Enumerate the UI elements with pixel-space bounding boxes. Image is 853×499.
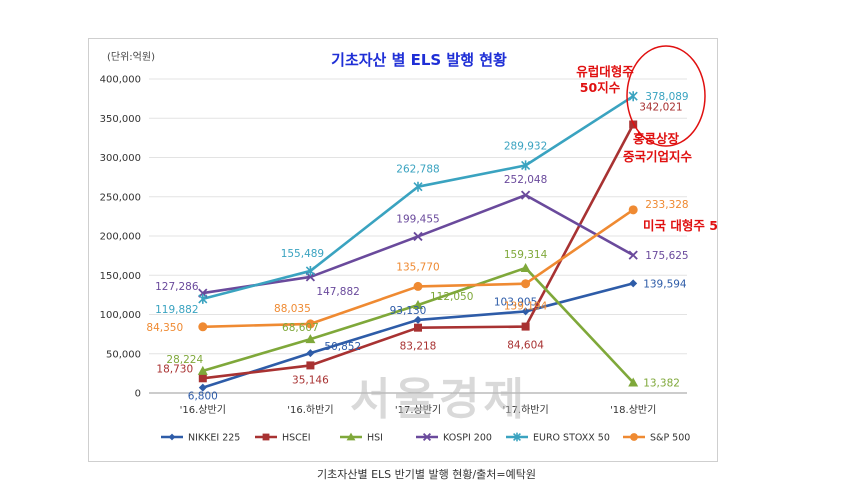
annotation-text: 중국기업지수 [623,149,693,164]
x-tick-label: '17.하반기 [502,403,548,416]
marker-star [513,432,521,442]
data-label: 139,194 [504,301,548,313]
y-tick-label: 200,000 [100,232,141,243]
y-tick-label: 100,000 [100,310,141,321]
data-label: 233,328 [645,199,688,211]
marker-circle [198,322,208,332]
marker-triangle [628,377,639,387]
marker-diamond [521,307,530,316]
marker-star [198,293,208,304]
data-label: 252,048 [504,174,547,186]
data-label: 147,882 [316,286,359,298]
y-tick-label: 350,000 [100,114,141,125]
annotation-text: 50지수 [580,80,621,95]
chart-frame: 기초자산 별 ELS 발행 현황 (단위:억원) 0 50,000 100,000 1… [88,38,718,462]
x-tick-label: '17.상반기 [395,404,441,416]
data-label: 155,489 [281,248,324,260]
data-label: 84,604 [507,340,544,352]
marker-circle [305,319,315,329]
marker-star [305,265,315,276]
annotation-text: 미국 대형주 500지수 [643,218,717,233]
legend-label: NIKKEI 225 [188,433,240,444]
marker-diamond [306,349,315,358]
marker-square [198,374,207,383]
marker-star [413,181,423,192]
data-label: 119,882 [155,304,198,316]
data-label: 93,130 [390,305,427,317]
marker-triangle [520,262,531,272]
data-label: 13,382 [643,377,680,389]
marker-triangle [413,300,423,310]
marker-triangle [346,432,356,441]
legend-label: HSI [367,433,383,444]
watermark: 서울경제 [350,374,528,425]
marker-diamond [168,433,176,441]
data-label: 6,800 [188,391,218,403]
line-chart: 기초자산 별 ELS 발행 현황 (단위:억원) 0 50,000 100,000 1… [100,45,717,444]
marker-circle [630,433,638,441]
y-tick-label: 0 [135,389,141,400]
legend-label: EURO STOXX 50 [533,433,610,444]
marker-circle [628,205,638,215]
y-tick-label: 250,000 [100,192,141,203]
marker-x [520,190,531,200]
marker-diamond [198,383,207,392]
data-label: 103,905 [494,296,537,308]
data-label: 289,932 [504,140,547,152]
marker-square [306,361,315,370]
data-label: 28,224 [166,354,203,366]
data-label: 378,089 [645,91,688,103]
data-label: 175,625 [645,250,688,262]
annotation-text: 홍콩상장 [633,131,680,146]
data-label: 83,218 [400,341,437,353]
y-tick-label: 400,000 [100,75,141,86]
data-label: 127,286 [155,281,199,293]
legend-label: HSCEI [282,433,311,444]
data-label: 159,314 [504,249,548,261]
caption: 기초자산별 ELS 반기별 발행 현황/출처=예탁원 [316,468,536,481]
y-tick-label: 50,000 [106,349,141,360]
data-label: 84,350 [146,322,183,334]
data-label: 262,788 [396,164,439,176]
data-label: 50,852 [324,341,361,353]
marker-star [628,91,638,102]
data-label: 112,050 [430,291,473,303]
marker-x [628,250,638,260]
data-label: 88,035 [274,303,311,315]
marker-circle [521,279,531,289]
marker-square [414,323,422,332]
legend-label: S&P 500 [650,433,690,444]
data-label: 199,455 [396,213,439,225]
data-label: 68,607 [282,322,319,334]
x-tick-label: '16.상반기 [180,404,226,416]
y-tick-label: 300,000 [100,153,141,164]
y-tick-label: 150,000 [100,271,141,282]
marker-diamond [629,279,638,288]
x-tick-label: '16.하반기 [287,403,333,416]
highlight-ellipse [626,45,706,147]
data-label: 139,594 [643,278,687,290]
series-line [202,282,634,389]
unit-label: (단위:억원) [107,50,155,63]
marker-triangle [305,334,316,344]
marker-x [413,231,423,242]
marker-triangle [197,365,208,375]
data-label: 35,146 [292,374,329,386]
data-label: 135,770 [396,261,439,273]
data-label: 18,730 [156,363,193,375]
data-label: 342,021 [639,102,682,114]
marker-square [262,433,270,441]
legend-label: KOSPI 200 [443,433,492,444]
x-tick-label: '18.상반기 [610,404,656,416]
marker-x [422,432,432,442]
marker-square [521,322,530,331]
marker-diamond [414,315,422,324]
chart-title: 기초자산 별 ELS 발행 현황 [331,51,507,69]
marker-star [521,160,531,171]
marker-circle [413,281,423,291]
annotation-text: 유럽대형주 [576,64,634,79]
